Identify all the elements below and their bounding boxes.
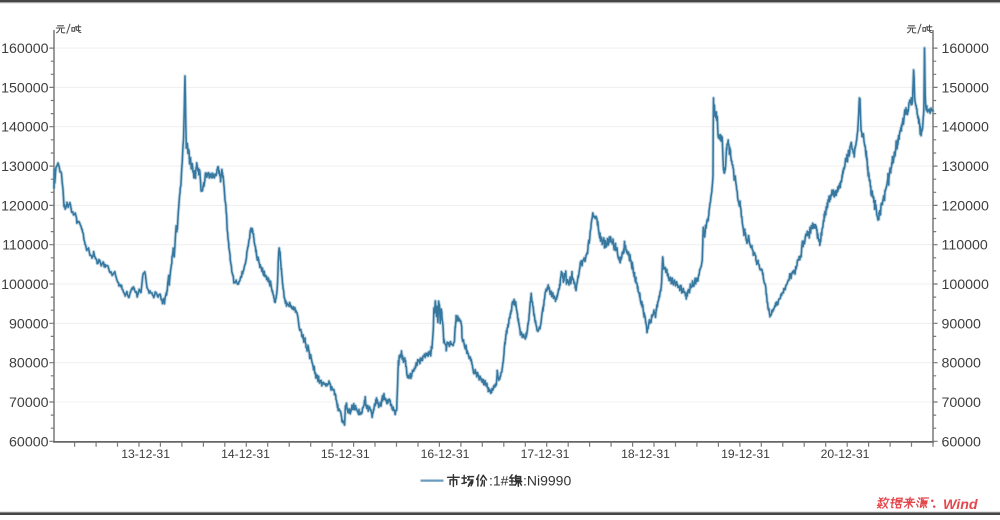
svg-text:120000: 120000 xyxy=(1,198,48,214)
svg-text:60000: 60000 xyxy=(942,434,982,450)
svg-text:70000: 70000 xyxy=(942,395,982,411)
svg-text:13-12-31: 13-12-31 xyxy=(121,447,170,461)
svg-text:160000: 160000 xyxy=(942,41,989,57)
svg-text::Ni9990: :Ni9990 xyxy=(523,473,571,489)
svg-text:80000: 80000 xyxy=(942,356,982,372)
svg-text::1#: :1# xyxy=(489,473,509,489)
svg-text:100000: 100000 xyxy=(1,277,48,293)
svg-text:19-12-31: 19-12-31 xyxy=(721,447,770,461)
svg-text:140000: 140000 xyxy=(942,120,989,136)
svg-text:90000: 90000 xyxy=(942,316,982,332)
svg-text:160000: 160000 xyxy=(1,41,48,57)
svg-text:14-12-31: 14-12-31 xyxy=(221,447,270,461)
svg-text:130000: 130000 xyxy=(1,159,48,175)
svg-text:Wind: Wind xyxy=(943,497,978,513)
svg-text:90000: 90000 xyxy=(9,316,49,332)
svg-text:20-12-31: 20-12-31 xyxy=(821,447,870,461)
svg-text:70000: 70000 xyxy=(9,395,49,411)
svg-text:110000: 110000 xyxy=(942,238,988,254)
svg-text:100000: 100000 xyxy=(942,277,989,293)
svg-text:15-12-31: 15-12-31 xyxy=(321,447,370,461)
svg-text:17-12-31: 17-12-31 xyxy=(521,447,570,461)
svg-text:80000: 80000 xyxy=(9,356,49,372)
svg-text:110000: 110000 xyxy=(2,238,48,254)
svg-text:140000: 140000 xyxy=(1,120,48,136)
svg-text:150000: 150000 xyxy=(1,80,48,96)
svg-text:120000: 120000 xyxy=(942,198,989,214)
svg-text:130000: 130000 xyxy=(942,159,989,175)
svg-text:60000: 60000 xyxy=(9,434,49,450)
svg-text:18-12-31: 18-12-31 xyxy=(621,447,670,461)
svg-text:150000: 150000 xyxy=(942,80,989,96)
svg-text:16-12-31: 16-12-31 xyxy=(421,447,470,461)
